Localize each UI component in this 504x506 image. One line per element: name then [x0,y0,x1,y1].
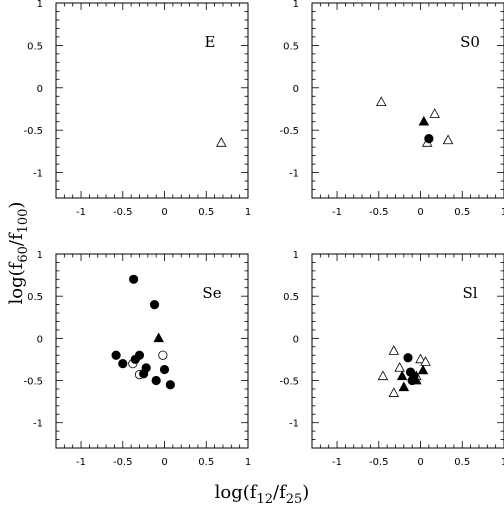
x-tick-label: 0 [417,457,423,468]
filled-circle-point [424,134,434,144]
y-tick-label: -1 [289,169,299,180]
x-tick-label: -1 [76,207,86,218]
panel-frame [311,253,504,449]
panel-frame [55,253,249,449]
y-tick-label: -1 [33,169,43,180]
open-triangle-point [429,108,440,118]
filled-circle-point [165,380,175,390]
y-tick-label: 1 [293,0,299,10]
y-tick-label: 0 [293,334,299,345]
y-tick-label: 0 [37,334,43,345]
y-tick-label: 0.5 [27,292,43,303]
y-tick-label: 0.5 [283,292,299,303]
panel-label: Sl [462,284,477,302]
open-triangle-point [420,356,431,366]
x-tick-label: -0.5 [113,207,133,218]
filled-triangle-point [417,364,429,375]
filled-circle-point [129,274,139,284]
x-tick-label: 0 [161,207,167,218]
open-triangle-point [388,345,400,355]
x-tick-label: 0.5 [454,207,470,218]
panel-2: -1 -0.5 0 0.5 1 -1 -0.5 0 0.5 1 S0 [279,0,504,218]
y-axis-title: log(f60/f100) [6,202,31,305]
filled-circle-point [151,375,161,386]
y-tick-label: -1 [289,419,299,430]
open-triangle-point [442,134,454,145]
x-tick-label: 0 [161,457,167,468]
y-tick-label: -0.5 [23,377,43,388]
filled-circle-point [139,369,149,379]
y-tick-label: 0.5 [27,41,43,52]
filled-circle-point [407,375,417,386]
open-triangle-point [394,362,405,372]
y-tick-label: 1 [37,250,43,261]
y-tick-label: 0 [293,84,299,95]
panel-label: Se [202,284,221,302]
x-tick-label: 1 [245,207,251,218]
open-triangle-point [376,96,387,106]
filled-triangle-point [396,370,408,381]
open-triangle-point [415,353,426,364]
filled-circle-point [403,353,413,363]
y-tick-label: 1 [293,250,299,261]
x-tick-label: -1 [332,207,342,218]
open-triangle-point [216,137,227,147]
panel-label: S0 [460,33,480,51]
y-tick-label: 0.5 [283,41,299,52]
y-tick-label: -1 [33,419,43,430]
y-tick-label: 0 [37,84,43,95]
panel-1: -1 -0.5 0 0.5 1 -1 -0.5 0 0.5 1 E [23,0,251,218]
x-tick-label: -0.5 [369,457,389,468]
x-tick-label: 0 [417,207,423,218]
y-tick-label: 1 [37,0,43,10]
panel-4: -1 -0.5 0 0.5 1 -1 -0.5 0 0.5 1 Sl [279,250,504,468]
filled-triangle-point [418,115,430,126]
x-axis-title: log(f12/f25) [215,482,310,506]
open-triangle-point [377,370,389,381]
panel-3: -1 -0.5 0 0.5 1 -1 -0.5 0 0.5 1 Se [23,250,251,468]
x-tick-label: -0.5 [113,457,133,468]
filled-triangle-point [153,332,164,343]
filled-circle-point [149,300,160,310]
open-circle-point [158,350,168,360]
filled-circle-point [159,364,170,375]
panels: -1 -0.5 0 0.5 1 -1 -0.5 0 0.5 1 E -1 -0.5 0 0.5 1 -1 -0.5… [23,0,504,468]
panel-frame [55,2,249,199]
x-tick-label: 1 [501,457,504,468]
x-tick-label: -1 [76,457,86,468]
x-tick-label: 1 [501,207,504,218]
x-tick-label: 1 [245,457,251,468]
filled-circle-point [111,350,121,360]
y-tick-label: -0.5 [23,126,43,137]
y-tick-label: -0.5 [279,377,299,388]
panel-frame [311,2,504,199]
filled-circle-point [118,359,128,369]
panel-label: E [205,33,216,51]
x-tick-label: -0.5 [369,207,389,218]
open-triangle-point [388,387,400,397]
y-tick-label: -0.5 [279,126,299,137]
filled-circle-point [134,350,145,360]
x-tick-label: -1 [332,457,342,468]
filled-triangle-point [398,381,410,392]
x-tick-label: 0.5 [198,207,214,218]
x-tick-label: 0.5 [454,457,470,468]
x-tick-label: 0.5 [198,457,214,468]
